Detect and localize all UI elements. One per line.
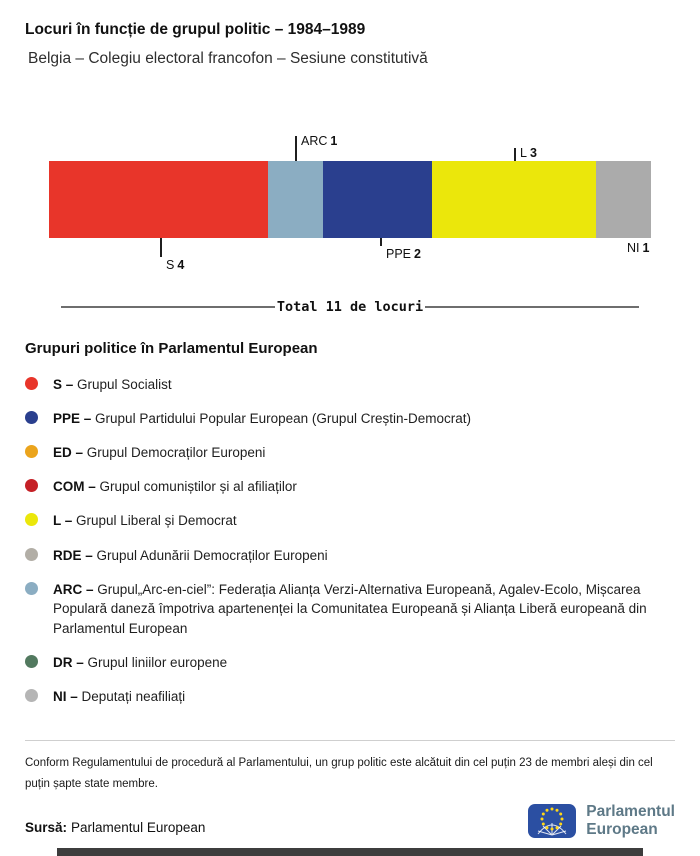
footnote: Conform Regulamentului de procedură al P… (25, 757, 653, 791)
legend-text: COM – Grupul comuniștilor și al afiliați… (53, 477, 297, 497)
group-code: NI – (53, 688, 78, 704)
legend-item-ni: NI – Deputați neafiliați (25, 687, 672, 707)
european-parliament-logo: Parlamentul European (528, 803, 675, 838)
legend-text: S – Grupul Socialist (53, 375, 172, 395)
segment-seats: 1 (642, 241, 650, 255)
divider-line-right (425, 306, 639, 308)
legend-text: L – Grupul Liberal și Democrat (53, 511, 237, 531)
footer-divider (25, 740, 675, 742)
footer-row: Sursă: Parlamentul European Parlamentul E… (25, 803, 675, 838)
callout-label-ppe: PPE 2 (380, 238, 421, 261)
logo-line1: Parlamentul (586, 803, 675, 821)
color-dot-ppe (25, 411, 38, 425)
group-description: Grupul Liberal și Democrat (76, 513, 237, 529)
legend-item-com: COM – Grupul comuniștilor și al afiliați… (25, 477, 672, 497)
group-description: Deputați neafiliați (81, 688, 186, 704)
group-description: Grupul Democraților Europeni (86, 445, 266, 461)
group-code: RDE – (53, 547, 93, 563)
callout-label-ni: NI 1 (625, 238, 649, 255)
bar-segment-s (49, 161, 268, 238)
group-description: Grupul Socialist (77, 377, 172, 393)
legend-list: S – Grupul Socialist PPE – Grupul Partid… (25, 375, 672, 706)
callout-ppe: PPE 2 (380, 238, 421, 261)
total-seats-label: Total 11 de locuri (276, 299, 424, 315)
legend-text: DR – Grupul liniilor europene (53, 653, 227, 673)
legend-item-l: L – Grupul Liberal și Democrat (25, 511, 672, 531)
color-dot-com (25, 479, 38, 493)
color-dot-ed (25, 445, 38, 459)
group-description: Grupul Partidului Popular European (Grup… (95, 411, 471, 427)
callout-line (295, 136, 297, 161)
segment-seats: 2 (414, 247, 421, 261)
stacked-bar (49, 161, 652, 238)
group-description: Grupul„Arc-en-ciel”: Federația Alianța V… (53, 581, 647, 636)
color-dot-ni (25, 688, 38, 702)
group-description: Grupul Adunării Democraților Europeni (96, 547, 328, 563)
color-dot-dr (25, 654, 38, 668)
bottom-bar (57, 848, 643, 856)
callout-label-arc: ARC 1 (295, 134, 337, 148)
source-line: Sursă: Parlamentul European (25, 820, 205, 838)
bar-segment-arc (267, 161, 323, 238)
callout-ni: NI 1 (625, 238, 649, 255)
segment-code: NI (627, 241, 640, 255)
color-dot-l (25, 513, 38, 527)
legend-heading: Grupuri politice în Parlamentul European (25, 340, 318, 358)
group-code: ARC – (53, 581, 94, 597)
header: Locuri în funcție de grupul politic – 19… (0, 0, 700, 68)
color-dot-s (25, 377, 38, 391)
legend-item-dr: DR – Grupul liniilor europene (25, 653, 672, 673)
color-dot-rde (25, 547, 38, 561)
legend-text: PPE – Grupul Partidului Popular European… (53, 409, 471, 429)
segment-seats: 3 (529, 146, 537, 160)
bar-segment-ni (596, 161, 652, 238)
source-label: Sursă: (25, 820, 68, 835)
legend-text: ARC – Grupul„Arc-en-ciel”: Federația Ali… (53, 580, 672, 639)
segment-code: L (520, 146, 527, 160)
segment-code: ARC (301, 134, 328, 148)
logo-line2: European (586, 820, 658, 838)
legend-item-ed: ED – Grupul Democraților Europeni (25, 443, 672, 463)
callout-line (380, 238, 382, 246)
eu-flag-icon (528, 803, 577, 838)
legend-item-arc: ARC – Grupul„Arc-en-ciel”: Federația Ali… (25, 580, 672, 639)
legend-text: ED – Grupul Democraților Europeni (53, 443, 265, 463)
group-description: Grupul liniilor europene (87, 654, 228, 670)
total-divider: Total 11 de locuri (61, 298, 639, 316)
callout-arc: ARC 1 (295, 134, 337, 161)
page-title: Locuri în funcție de grupul politic – 19… (25, 21, 366, 38)
logo-wordmark: Parlamentul European (586, 803, 675, 838)
callout-line (160, 238, 162, 257)
source-value: Parlamentul European (71, 820, 206, 835)
callout-line (514, 148, 516, 161)
page-subtitle: Belgia – Colegiu electoral francofon – S… (28, 50, 428, 67)
legend-item-s: S – Grupul Socialist (25, 375, 672, 395)
legend-item-rde: RDE – Grupul Adunării Democraților Europ… (25, 546, 672, 566)
segment-seats: 4 (177, 258, 185, 272)
divider-line-left (61, 306, 275, 308)
bar-segment-ppe (322, 161, 433, 238)
group-description: Grupul comuniștilor și al afiliaților (99, 479, 297, 495)
color-dot-arc (25, 581, 38, 595)
legend-text: NI – Deputați neafiliați (53, 687, 185, 707)
group-code: S – (53, 377, 74, 393)
segment-code: PPE (386, 247, 412, 261)
legend-text: RDE – Grupul Adunării Democraților Europ… (53, 546, 328, 566)
group-code: ED – (53, 445, 84, 461)
segment-code: S (166, 258, 175, 272)
group-code: COM – (53, 479, 96, 495)
bar-segment-l (432, 161, 597, 238)
group-code: L – (53, 513, 73, 529)
legend-item-ppe: PPE – Grupul Partidului Popular European… (25, 409, 672, 429)
group-code: PPE – (53, 411, 92, 427)
group-code: DR – (53, 654, 84, 670)
segment-seats: 1 (330, 134, 338, 148)
